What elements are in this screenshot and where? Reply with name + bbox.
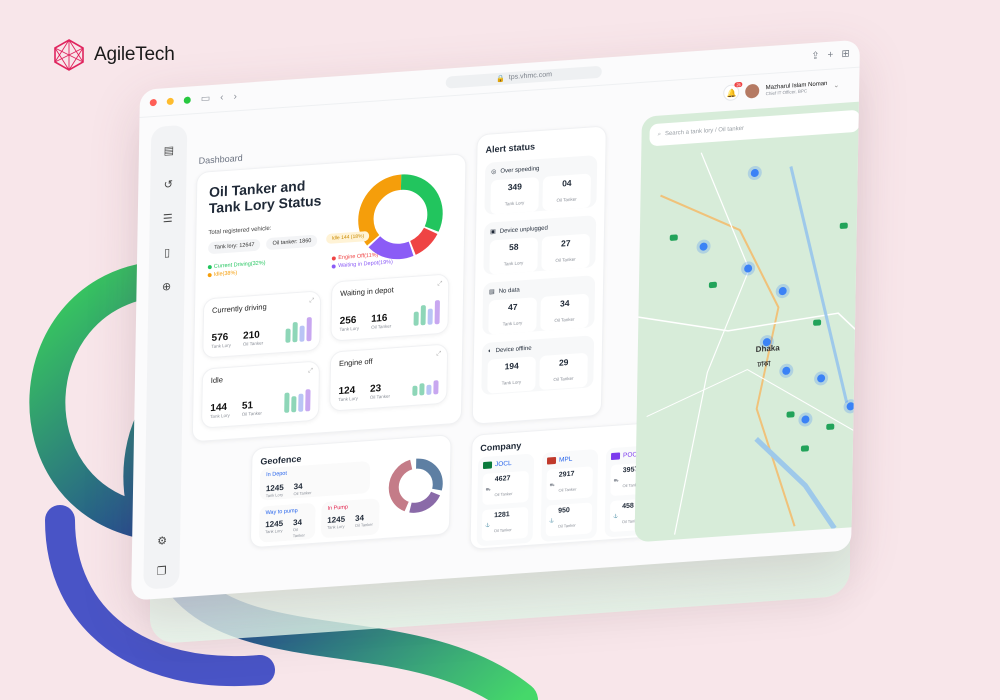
browser-window: ▭ ‹ › 🔒 tps.vhmc.com ⇪ + ⊞ ▤ ↺ ☰ ▯ ⊕ ⚙ ❐ (131, 39, 861, 601)
truck-icon[interactable] (813, 319, 822, 326)
expand-icon[interactable]: ⤢ (308, 367, 313, 375)
alert-title: Alert status (485, 141, 536, 155)
list-icon[interactable]: ☰ (162, 212, 173, 225)
in-pump-box[interactable]: In Pump 1245 Tank Lory 34 Oil Tanker (320, 498, 380, 539)
chevron-down-icon[interactable]: ⌄ (833, 82, 840, 90)
way-to-pump-box[interactable]: Way to pump 1245 Tank Lory 34 Oil Tanker (258, 502, 316, 543)
anchor-icon: ⚓ (484, 522, 491, 528)
lock-icon: 🔒 (495, 74, 505, 83)
map-icon[interactable]: ▤ (163, 144, 175, 157)
status-card: Oil Tanker and Tank Lory Status Total re… (191, 153, 467, 443)
city-label: Dhaka (755, 343, 780, 354)
speed-icon: ◎ (491, 169, 497, 176)
anchor-icon: ⚓ (612, 513, 619, 519)
card-title: Waiting in depot (340, 285, 394, 299)
forward-icon[interactable]: › (233, 91, 238, 103)
mini-bars (285, 315, 312, 343)
truck-icon: ⛟ (485, 485, 491, 492)
mini-bars (412, 368, 439, 396)
vehicle-map[interactable]: ⌕ Search a tank lory / Oil tanker (634, 100, 861, 543)
apps-icon[interactable]: ❐ (156, 564, 167, 578)
minimize-window-button[interactable] (166, 97, 174, 106)
add-icon[interactable]: ⊕ (161, 280, 172, 293)
url-text: tps.vhmc.com (508, 71, 553, 82)
mini-bars (413, 298, 440, 326)
address-bar[interactable]: 🔒 tps.vhmc.com (445, 65, 603, 89)
search-icon: ⌕ (657, 131, 662, 138)
alert-item[interactable]: ▤ No data 47 Tank Lory 34 Oil Tanker (482, 275, 596, 336)
no-data-icon: ▤ (488, 289, 495, 296)
settings-icon[interactable]: ⚙ (157, 534, 168, 548)
geofence-card: Geofence In Depot 1245 Tank Lory 34 Oil Tan… (249, 434, 452, 549)
offline-icon: ◐ (487, 348, 492, 355)
card-title: Engine off (338, 356, 373, 369)
expand-icon[interactable]: ⤢ (309, 297, 315, 305)
card-title: Idle (210, 375, 224, 386)
map-roads (638, 152, 861, 535)
truck-icon[interactable] (669, 234, 678, 241)
flag-icon (610, 452, 621, 461)
flag-icon (482, 461, 493, 470)
engine-off-card[interactable]: Engine off ⤢ 124 Tank Lory 23 Oil Tanker (329, 343, 449, 412)
alert-item[interactable]: ◎ Over speeding 349 Tank Lory 04 Oil Tanker (484, 155, 598, 215)
in-depot-box[interactable]: In Depot 1245 Tank Lory 34 Oil Tanker (259, 460, 371, 501)
brand-name: AgileTech (94, 44, 175, 65)
notification-badge: 25 (734, 81, 743, 88)
mini-bars (284, 385, 311, 413)
truck-icon[interactable] (800, 445, 809, 452)
truck-icon[interactable] (826, 423, 835, 431)
sidebar-toggle-icon[interactable]: ▭ (200, 93, 211, 105)
city-label-local: ঢাকা (757, 360, 771, 369)
alert-item[interactable]: ◐ Device offline 194 Tank Lory 29 Oil Tanker (481, 335, 595, 396)
company-item-mpl[interactable]: MPL ⛟ 2917 Oil Tanker ⚓ 950 Oil Tanker (540, 448, 599, 542)
close-window-button[interactable] (149, 98, 157, 107)
alert-status-card: Alert status ◎ Over speeding 349 Tank Lory… (471, 125, 607, 425)
truck-icon[interactable] (858, 281, 861, 288)
share-icon[interactable]: ⇪ (811, 50, 820, 63)
report-icon[interactable]: ▯ (163, 246, 171, 259)
company-item-jocl[interactable]: JOCL ⛟ 4627 Oil Tanker ⚓ 1281 Oil Tanker (476, 453, 535, 547)
status-donut (358, 174, 443, 260)
logo-icon (54, 39, 84, 71)
expand-icon[interactable]: ⤢ (436, 350, 442, 358)
brand-logo: AgileTech (52, 38, 175, 72)
back-icon[interactable]: ‹ (220, 92, 224, 104)
geofence-donut (388, 458, 443, 513)
idle-card[interactable]: Idle ⤢ 144 Tank Lory 51 Oil Tanker (201, 360, 321, 429)
status-title: Oil Tanker and Tank Lory Status (208, 177, 322, 217)
history-icon[interactable]: ↺ (163, 178, 174, 191)
truck-icon[interactable] (839, 222, 848, 230)
tabs-grid-icon[interactable]: ⊞ (841, 48, 850, 60)
breadcrumb: Dashboard (198, 152, 243, 166)
maximize-window-button[interactable] (183, 96, 191, 104)
oil-tanker-chip: Oil tanker: 1860 (266, 234, 318, 251)
card-title: Currently driving (211, 302, 267, 315)
currently-driving-card[interactable]: Currently driving ⤢ 576 Tank Lory 210 Oil … (202, 290, 322, 359)
alert-item[interactable]: ▣ Device unplugged 58 Tank Lory 27 Oil Tanke… (483, 215, 597, 275)
expand-icon[interactable]: ⤢ (437, 280, 443, 288)
user-menu[interactable]: 🔔 25 Mazharul Islam Noman Chief IT Office… (723, 77, 840, 102)
new-tab-icon[interactable]: + (827, 49, 834, 61)
tank-lory-chip: Tank lory: 12647 (208, 238, 261, 255)
avatar (745, 83, 760, 99)
truck-icon: ⛟ (613, 477, 619, 483)
unplugged-icon: ▣ (490, 229, 496, 236)
bell-icon[interactable]: 🔔 25 (723, 81, 743, 102)
flag-icon (546, 456, 557, 465)
truck-icon[interactable] (708, 281, 717, 289)
waiting-in-depot-card[interactable]: Waiting in depot ⤢ 256 Tank Lory 116 Oil T… (330, 273, 450, 342)
anchor-icon: ⚓ (548, 518, 555, 524)
truck-icon[interactable] (786, 411, 795, 418)
truck-icon: ⛟ (549, 481, 555, 487)
